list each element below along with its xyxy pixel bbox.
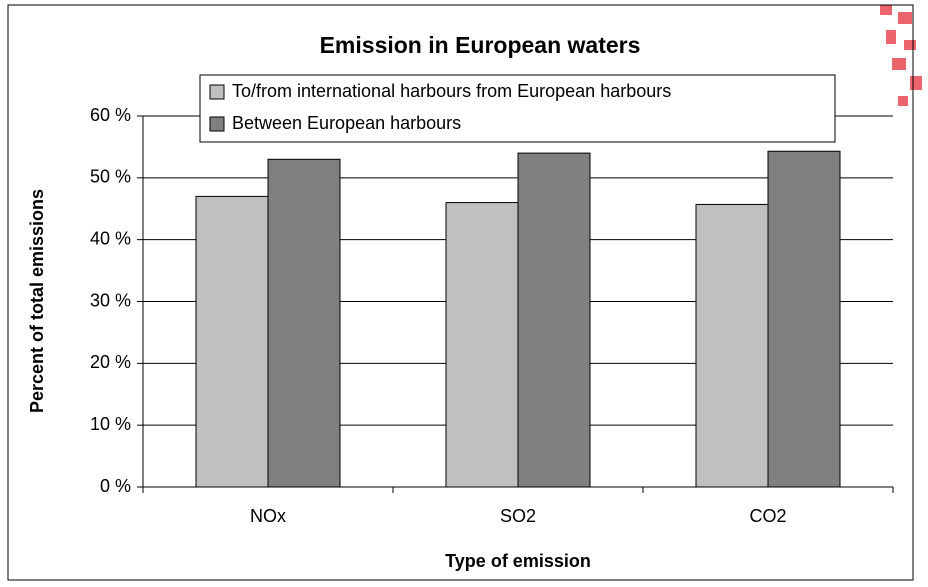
decor-tile <box>898 96 908 106</box>
decor-tile <box>886 30 896 44</box>
y-axis-title: Percent of total emissions <box>27 189 47 413</box>
y-tick-label: 60 % <box>90 105 131 125</box>
y-tick-label: 30 % <box>90 290 131 310</box>
x-tick-label: SO2 <box>500 506 536 526</box>
legend-label: Between European harbours <box>232 113 461 133</box>
x-tick-label: NOx <box>250 506 286 526</box>
y-tick-label: 20 % <box>90 352 131 372</box>
bar <box>445 202 519 488</box>
x-tick-label: CO2 <box>749 506 786 526</box>
decoration <box>880 5 922 106</box>
legend-label: To/from international harbours from Euro… <box>232 81 671 101</box>
legend-swatch <box>209 116 225 132</box>
bar <box>695 203 769 488</box>
y-tick-label: 10 % <box>90 414 131 434</box>
bar <box>517 152 591 488</box>
decor-tile <box>892 58 906 70</box>
chart-border <box>7 4 914 581</box>
y-tick-label: 40 % <box>90 228 131 248</box>
y-tick-label: 50 % <box>90 167 131 187</box>
x-axis-title: Type of emission <box>445 551 591 571</box>
chart-title: Emission in European waters <box>320 32 641 58</box>
bar <box>767 150 841 488</box>
decor-tile <box>880 5 892 15</box>
decor-tile <box>904 40 916 50</box>
legend-box <box>199 74 836 143</box>
y-tick-label: 0 % <box>100 476 131 496</box>
decor-tile <box>898 12 912 24</box>
bar <box>195 195 269 488</box>
bar <box>267 158 341 488</box>
decor-tile <box>910 76 922 90</box>
legend-swatch <box>209 84 225 100</box>
